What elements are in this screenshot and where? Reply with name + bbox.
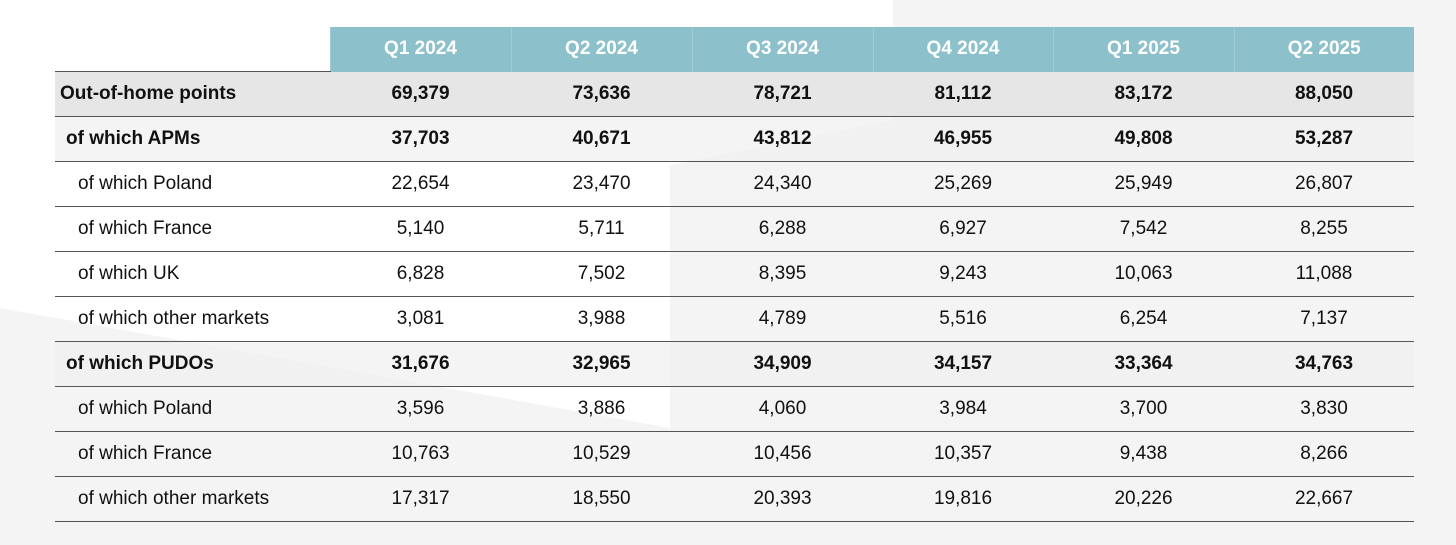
cell-value: 3,984	[873, 386, 1053, 432]
cell-value: 10,763	[330, 431, 511, 477]
row-label: of which PUDOs	[55, 341, 330, 387]
cell-value: 6,828	[330, 251, 511, 297]
column-header: Q1 2025	[1052, 27, 1234, 72]
cell-value: 3,700	[1053, 386, 1234, 432]
cell-value: 83,172	[1053, 71, 1234, 117]
cell-value: 7,502	[511, 251, 692, 297]
cell-value: 10,456	[692, 431, 873, 477]
cell-value: 4,789	[692, 296, 873, 342]
row-label: of which other markets	[55, 476, 330, 522]
table-row: of which PUDOs 31,676 32,965 34,909 34,157 33…	[55, 341, 1414, 387]
cell-value: 5,711	[511, 206, 692, 252]
cell-value: 3,988	[511, 296, 692, 342]
cell-value: 18,550	[511, 476, 692, 522]
cell-value: 23,470	[511, 161, 692, 207]
cell-value: 43,812	[692, 116, 873, 162]
cell-value: 8,266	[1234, 431, 1414, 477]
cell-value: 22,654	[330, 161, 511, 207]
row-label: of which France	[55, 431, 330, 477]
cell-value: 3,081	[330, 296, 511, 342]
cell-value: 11,088	[1234, 251, 1414, 297]
column-header: Q1 2024	[329, 27, 511, 72]
cell-value: 6,288	[692, 206, 873, 252]
cell-value: 25,269	[873, 161, 1053, 207]
cell-value: 25,949	[1053, 161, 1234, 207]
cell-value: 6,927	[873, 206, 1053, 252]
cell-value: 3,596	[330, 386, 511, 432]
cell-value: 34,157	[873, 341, 1053, 387]
cell-value: 7,542	[1053, 206, 1234, 252]
row-label: of which other markets	[55, 296, 330, 342]
table-row: of which Poland 22,654 23,470 24,340 25,269 2…	[55, 161, 1414, 207]
row-label: of which UK	[55, 251, 330, 297]
column-header: Q3 2024	[691, 27, 873, 72]
table-row: of which APMs 37,703 40,671 43,812 46,955 49,…	[55, 116, 1414, 162]
column-header: Q2 2024	[510, 27, 692, 72]
cell-value: 4,060	[692, 386, 873, 432]
header-blank	[55, 27, 330, 72]
cell-value: 53,287	[1234, 116, 1414, 162]
cell-value: 10,063	[1053, 251, 1234, 297]
cell-value: 3,886	[511, 386, 692, 432]
cell-value: 22,667	[1234, 476, 1414, 522]
cell-value: 24,340	[692, 161, 873, 207]
cell-value: 20,393	[692, 476, 873, 522]
cell-value: 7,137	[1234, 296, 1414, 342]
row-label: of which APMs	[55, 116, 330, 162]
table-row: of which France 10,763 10,529 10,456 10,357 9…	[55, 431, 1414, 477]
cell-value: 31,676	[330, 341, 511, 387]
header-row: Q1 2024 Q2 2024 Q3 2024 Q4 2024 Q1 2025 Q2 20…	[55, 27, 1414, 72]
cell-value: 81,112	[873, 71, 1053, 117]
cell-value: 40,671	[511, 116, 692, 162]
row-label: of which France	[55, 206, 330, 252]
table-row: Out-of-home points 69,379 73,636 78,721 81,1…	[55, 71, 1414, 117]
cell-value: 49,808	[1053, 116, 1234, 162]
cell-value: 37,703	[330, 116, 511, 162]
column-header: Q4 2024	[872, 27, 1053, 72]
cell-value: 9,438	[1053, 431, 1234, 477]
cell-value: 20,226	[1053, 476, 1234, 522]
cell-value: 73,636	[511, 71, 692, 117]
cell-value: 69,379	[330, 71, 511, 117]
table-row: of which other markets 3,081 3,988 4,789 5,5…	[55, 296, 1414, 342]
row-label: of which Poland	[55, 386, 330, 432]
column-header: Q2 2025	[1233, 27, 1414, 72]
cell-value: 26,807	[1234, 161, 1414, 207]
cell-value: 5,516	[873, 296, 1053, 342]
cell-value: 88,050	[1234, 71, 1414, 117]
cell-value: 34,763	[1234, 341, 1414, 387]
cell-value: 32,965	[511, 341, 692, 387]
cell-value: 8,255	[1234, 206, 1414, 252]
cell-value: 9,243	[873, 251, 1053, 297]
cell-value: 10,529	[511, 431, 692, 477]
cell-value: 6,254	[1053, 296, 1234, 342]
cell-value: 10,357	[873, 431, 1053, 477]
cell-value: 17,317	[330, 476, 511, 522]
cell-value: 3,830	[1234, 386, 1414, 432]
cell-value: 33,364	[1053, 341, 1234, 387]
cell-value: 5,140	[330, 206, 511, 252]
row-label: Out-of-home points	[55, 71, 330, 117]
table-row: of which Poland 3,596 3,886 4,060 3,984 3,700…	[55, 386, 1414, 432]
row-label: of which Poland	[55, 161, 330, 207]
cell-value: 46,955	[873, 116, 1053, 162]
cell-value: 34,909	[692, 341, 873, 387]
table-row: of which France 5,140 5,711 6,288 6,927 7,542…	[55, 206, 1414, 252]
data-table: Q1 2024 Q2 2024 Q3 2024 Q4 2024 Q1 2025 Q2 20…	[55, 27, 1414, 522]
cell-value: 78,721	[692, 71, 873, 117]
cell-value: 8,395	[692, 251, 873, 297]
cell-value: 19,816	[873, 476, 1053, 522]
table-row: of which UK 6,828 7,502 8,395 9,243 10,063 11,…	[55, 251, 1414, 297]
table-row: of which other markets 17,317 18,550 20,393…	[55, 476, 1414, 522]
